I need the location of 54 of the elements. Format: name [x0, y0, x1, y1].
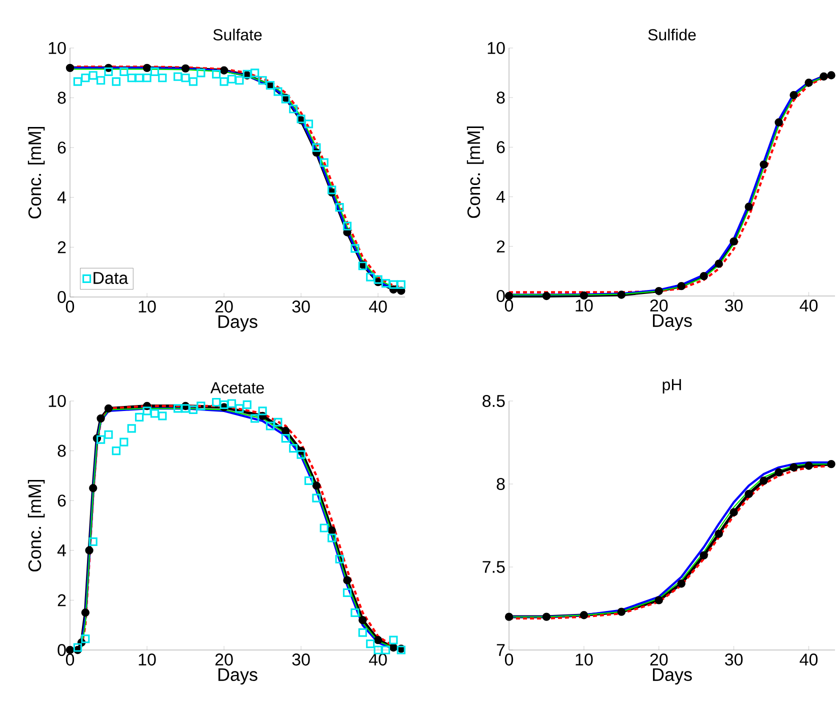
y-tick-label: 2	[58, 594, 66, 606]
x-tick-label: 0	[66, 654, 74, 666]
x-tick-label: 20	[650, 300, 668, 312]
x-tick-label: 40	[368, 654, 387, 666]
y-tick-label: 8	[496, 92, 505, 104]
y-tick-label: 0	[496, 290, 505, 302]
x-axis-title: Days	[218, 668, 258, 685]
y-tick-label: 4	[496, 190, 505, 203]
y-tick-label: 0	[58, 644, 66, 656]
x-tick-label: 10	[576, 654, 593, 666]
y-tick-label: 4	[57, 544, 66, 556]
y-tick-label: 4	[57, 192, 66, 204]
y-tick-label: 6	[496, 141, 505, 154]
y-tick-label: 8.5	[482, 394, 505, 408]
x-tick-label: 0	[66, 300, 74, 313]
x-tick-label: 40	[368, 300, 387, 313]
y-tick-label: 0	[58, 290, 66, 304]
x-tick-label: 20	[215, 654, 233, 666]
x-axis-title: Days	[652, 668, 692, 685]
y-tick-label: 7.5	[482, 561, 505, 573]
x-axis-title: Days	[218, 315, 258, 332]
legend-label: Data	[94, 272, 128, 284]
x-tick-label: 0	[504, 654, 514, 666]
x-tick-label: 20	[215, 300, 233, 313]
y-tick-label: 6	[58, 494, 66, 507]
x-tick-label: 20	[650, 654, 668, 666]
x-tick-label: 40	[800, 654, 818, 666]
y-tick-label: 8	[58, 444, 66, 457]
x-tick-label: 10	[576, 300, 593, 312]
x-tick-label: 30	[292, 654, 310, 666]
y-tick-label: 8	[496, 478, 505, 490]
x-tick-label: 0	[504, 300, 514, 312]
y-tick-label: 8	[58, 92, 66, 104]
y-tick-label: 2	[58, 241, 66, 254]
x-tick-label: 10	[138, 654, 156, 666]
chart-title: pH	[662, 379, 681, 394]
x-tick-label: 30	[725, 300, 743, 312]
x-axis-title: Days	[652, 314, 692, 331]
y-tick-label: 10	[488, 42, 505, 54]
y-axis-title: Conc. [mM]	[28, 480, 45, 572]
y-axis-title: Conc. [mM]	[28, 126, 45, 218]
x-tick-label: 40	[800, 300, 818, 312]
y-tick-label: 10	[48, 42, 66, 54]
y-axis-title: Conc. [mM]	[466, 126, 484, 218]
x-tick-label: 10	[138, 300, 156, 313]
y-tick-label: 2	[496, 240, 505, 252]
chart-title: Acetate	[210, 382, 264, 394]
y-tick-label: 10	[48, 394, 66, 408]
x-tick-label: 30	[725, 654, 743, 666]
x-tick-label: 30	[292, 300, 310, 313]
chart-title: Sulfide	[648, 28, 696, 40]
y-tick-label: 6	[58, 142, 66, 154]
chart-title: Sulfate	[213, 28, 262, 40]
y-tick-label: 7	[496, 644, 505, 656]
